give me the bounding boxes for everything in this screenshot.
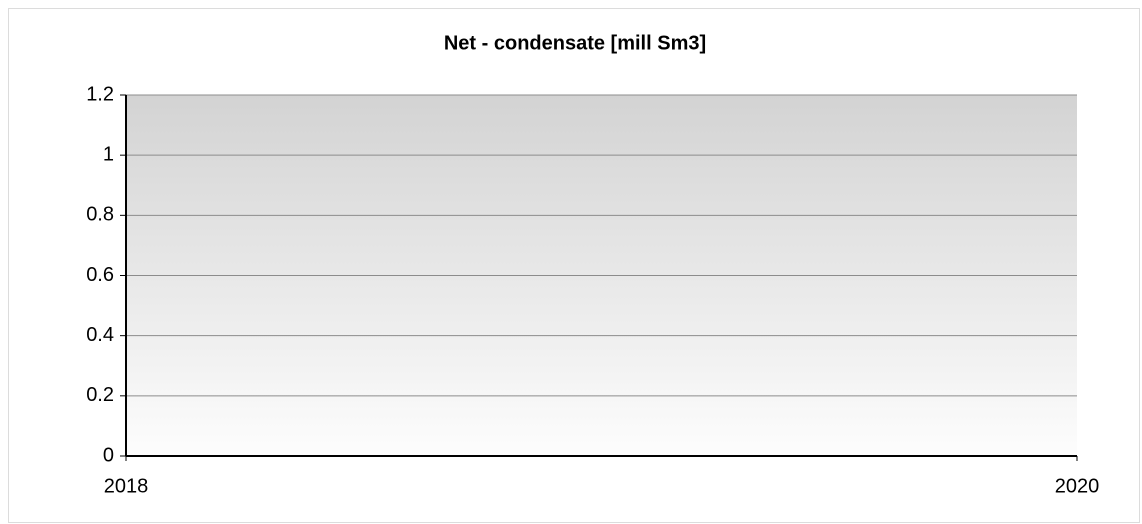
y-tick-label: 0	[103, 444, 114, 466]
y-tick-label: 0.2	[86, 384, 114, 406]
y-tick-label: 0.8	[86, 204, 114, 226]
chart-title: Net - condensate [mill Sm3]	[444, 32, 706, 54]
y-tick-label: 0.6	[86, 264, 114, 286]
y-tick-label: 1	[103, 143, 114, 165]
x-tick-label: 2018	[104, 475, 149, 497]
y-tick-label: 1.2	[86, 83, 114, 105]
x-tick-label: 2020	[1055, 475, 1100, 497]
y-tick-label: 0.4	[86, 324, 114, 346]
